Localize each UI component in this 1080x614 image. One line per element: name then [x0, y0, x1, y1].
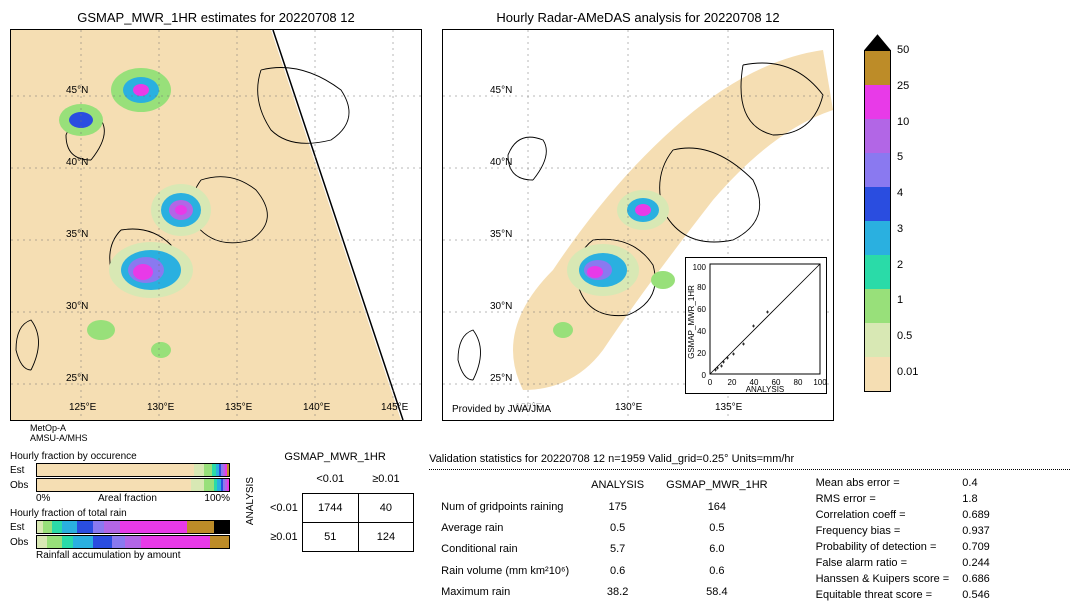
map-row: GSMAP_MWR_1HR estimates for 20220708 12	[10, 10, 1070, 443]
svg-text:130°E: 130°E	[615, 402, 643, 413]
svg-text:ANALYSIS: ANALYSIS	[746, 385, 785, 393]
divider	[429, 469, 1070, 470]
bar-title-acc: Rainfall accumulation by amount	[36, 550, 230, 561]
svg-text:135°E: 135°E	[715, 402, 743, 413]
svg-text:20: 20	[728, 378, 737, 387]
colorbar-tick: 3	[897, 223, 918, 257]
colorbar-tick: 5	[897, 151, 918, 185]
bar-title-occ: Hourly fraction by occurence	[10, 451, 230, 462]
map-right-footer: Provided by JWA/JMA	[449, 403, 554, 416]
metric-label: False alarm ratio =	[812, 556, 954, 570]
bottom-row: Hourly fraction by occurence Est Obs 0% …	[10, 451, 1070, 604]
map-left-title: GSMAP_MWR_1HR estimates for 20220708 12	[10, 10, 422, 25]
stat-analysis: 5.7	[581, 540, 654, 559]
stat-gsmap: 58.4	[656, 583, 777, 602]
colorbar: 502510543210.50.01	[864, 34, 918, 400]
svg-text:0: 0	[702, 371, 707, 380]
map-left-footer2: AMSU-A/MHS	[30, 433, 422, 443]
svg-text:0: 0	[708, 378, 713, 387]
metric-value: 0.686	[955, 572, 994, 586]
colorbar-tick: 4	[897, 187, 918, 221]
fraction-bars: Hourly fraction by occurence Est Obs 0% …	[10, 451, 230, 561]
contingency-table: ANALYSIS GSMAP_MWR_1HR <0.01≥0.01 <0.01 …	[245, 451, 414, 552]
bar-title-total: Hourly fraction of total rain	[10, 508, 230, 519]
stat-label: Rain volume (mm km²10⁶)	[431, 561, 579, 580]
colorbar-tick: 10	[897, 116, 918, 150]
svg-text:135°E: 135°E	[225, 402, 253, 413]
svg-text:40°N: 40°N	[490, 157, 512, 168]
metric-value: 1.8	[955, 492, 994, 506]
colorbar-tick: 50	[897, 44, 918, 78]
bar-tot-est	[36, 520, 230, 534]
stat-analysis: 38.2	[581, 583, 654, 602]
stat-gsmap: 6.0	[656, 540, 777, 559]
svg-text:100: 100	[813, 378, 826, 387]
metric-label: Equitable threat score =	[812, 588, 954, 602]
svg-text:45°N: 45°N	[490, 85, 512, 96]
svg-text:40°N: 40°N	[66, 157, 88, 168]
svg-text:25°N: 25°N	[490, 373, 512, 384]
ytick: 45°N	[66, 85, 88, 96]
svg-text:145°E: 145°E	[381, 402, 409, 413]
stat-analysis: 175	[581, 497, 654, 516]
metric-label: Frequency bias =	[812, 524, 954, 538]
svg-text:20: 20	[697, 349, 706, 358]
stat-label: Num of gridpoints raining	[431, 497, 579, 516]
map-right-panel: Hourly Radar-AMeDAS analysis for 2022070…	[442, 10, 834, 421]
map-right-title: Hourly Radar-AMeDAS analysis for 2022070…	[442, 10, 834, 25]
map-right: 45°N 40°N 35°N 30°N 25°N 125°E 130°E 135…	[442, 29, 834, 421]
metric-value: 0.709	[955, 540, 994, 554]
metric-label: Mean abs error =	[812, 476, 954, 490]
svg-text:130°E: 130°E	[147, 402, 175, 413]
stats-block: Validation statistics for 20220708 12 n=…	[429, 451, 1070, 604]
svg-text:125°E: 125°E	[69, 402, 97, 413]
stat-label: Average rain	[431, 518, 579, 537]
map-left-panel: GSMAP_MWR_1HR estimates for 20220708 12	[10, 10, 422, 443]
bar-occ-est	[36, 463, 230, 477]
colorbar-tick: 2	[897, 259, 918, 293]
svg-text:35°N: 35°N	[490, 229, 512, 240]
svg-text:140°E: 140°E	[303, 402, 331, 413]
stats-title: Validation statistics for 20220708 12 n=…	[429, 451, 1070, 467]
colorbar-tick: 0.5	[897, 330, 918, 364]
colorbar-tick: 1	[897, 294, 918, 328]
stats-left-table: ANALYSISGSMAP_MWR_1HR Num of gridpoints …	[429, 474, 779, 604]
metric-value: 0.937	[955, 524, 994, 538]
metric-value: 0.546	[955, 588, 994, 602]
map-left: 45°N 40°N 35°N 30°N 25°N 125°E 130°E 135…	[10, 29, 422, 421]
stat-gsmap: 164	[656, 497, 777, 516]
stat-gsmap: 0.6	[656, 561, 777, 580]
svg-text:GSMAP_MWR_1HR: GSMAP_MWR_1HR	[687, 285, 696, 359]
metric-label: Correlation coeff =	[812, 508, 954, 522]
stat-gsmap: 0.5	[656, 518, 777, 537]
map-left-footer1: MetOp-A	[30, 423, 422, 433]
colorbar-tick: 0.01	[897, 366, 918, 400]
stats-right-table: Mean abs error = 0.4RMS error = 1.8Corre…	[810, 474, 996, 604]
metric-label: RMS error =	[812, 492, 954, 506]
stat-analysis: 0.5	[581, 518, 654, 537]
svg-text:25°N: 25°N	[66, 373, 88, 384]
colorbar-tick: 25	[897, 80, 918, 114]
metric-label: Hanssen & Kuipers score =	[812, 572, 954, 586]
metric-label: Probability of detection =	[812, 540, 954, 554]
svg-text:100: 100	[693, 263, 707, 272]
svg-text:40: 40	[697, 327, 706, 336]
bar-tot-obs	[36, 535, 230, 549]
metric-value: 0.4	[955, 476, 994, 490]
svg-text:30°N: 30°N	[490, 301, 512, 312]
stat-label: Conditional rain	[431, 540, 579, 559]
svg-text:80: 80	[697, 283, 706, 292]
stat-analysis: 0.6	[581, 561, 654, 580]
svg-text:35°N: 35°N	[66, 229, 88, 240]
svg-text:60: 60	[697, 305, 706, 314]
bar-occ-obs	[36, 478, 230, 492]
metric-value: 0.689	[955, 508, 994, 522]
scatter-inset: 0 20 40 60 80 100 0 20 40 60 80 100	[685, 257, 827, 394]
svg-text:30°N: 30°N	[66, 301, 88, 312]
svg-text:80: 80	[794, 378, 803, 387]
metric-value: 0.244	[955, 556, 994, 570]
stat-label: Maximum rain	[431, 583, 579, 602]
